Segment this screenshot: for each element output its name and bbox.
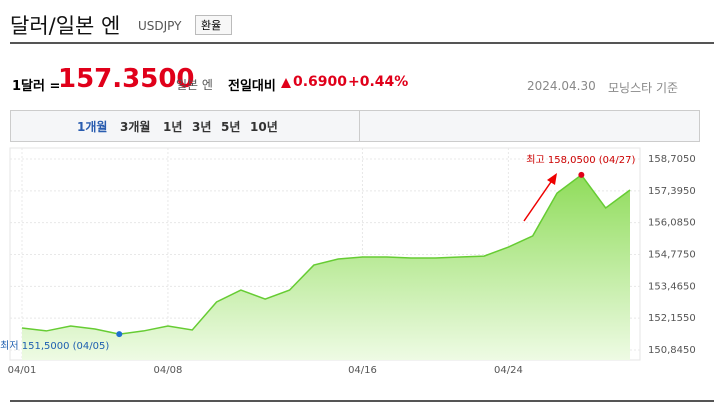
up-icon — [281, 78, 291, 88]
tab[interactable]: 1개월 — [77, 120, 108, 134]
unit: 1달러 = — [12, 79, 61, 94]
x-tick-label: 04/24 — [494, 365, 523, 376]
arrow — [523, 178, 554, 222]
tab[interactable]: 3년 — [192, 120, 212, 134]
x-tick-label: 04/01 — [8, 365, 37, 376]
price: 157.3500 — [58, 64, 195, 94]
tab[interactable]: 1년 — [163, 120, 183, 134]
change-label: 전일대비 — [228, 79, 276, 94]
line — [21, 173, 631, 335]
y-tick-label: 152,1550 — [648, 313, 696, 324]
y-tick-label: 158,7050 — [648, 154, 696, 165]
y-tick-label: 156,0850 — [648, 218, 696, 229]
tab[interactable]: 10년 — [250, 120, 278, 134]
divider — [10, 42, 714, 44]
extreme-point — [578, 171, 585, 178]
tab-sep — [359, 111, 360, 141]
y-tick-label: 150,8450 — [648, 345, 696, 356]
source: 모닝스타 기준 — [608, 81, 679, 95]
y-tick-label: 157,3950 — [648, 186, 696, 197]
x-tick-label: 04/16 — [348, 365, 377, 376]
annotation: 최저 151,5000 (04/05) — [0, 340, 109, 352]
divider — [10, 400, 714, 402]
title: 달러/일본 엔 — [10, 14, 121, 38]
annotation: 최고 158,0500 (04/27) — [526, 154, 635, 166]
chart: 158,7050 157,3950 156,0850 154,7750 153,4650… — [0, 147, 696, 376]
extreme-point — [116, 331, 123, 338]
y-tick-label: 154,7750 — [648, 250, 696, 261]
tab[interactable]: 3개월 — [120, 120, 151, 134]
currency: 일본 엔 — [176, 78, 213, 92]
area — [22, 174, 630, 360]
x-tick-label: 04/08 — [154, 365, 183, 376]
date: 2024.04.30 — [527, 79, 596, 93]
tab[interactable]: 5년 — [221, 120, 241, 134]
tab-bar: 1개월 3개월 1년 3년 5년 10년 — [10, 110, 700, 142]
code: USDJPY — [138, 19, 182, 33]
fx-button[interactable]: 환율 — [195, 15, 233, 35]
y-tick-label: 153,4650 — [648, 281, 696, 292]
arrowhead — [547, 173, 557, 185]
change-pct: +0.44% — [348, 74, 409, 90]
change: 0.6900 — [293, 74, 348, 90]
